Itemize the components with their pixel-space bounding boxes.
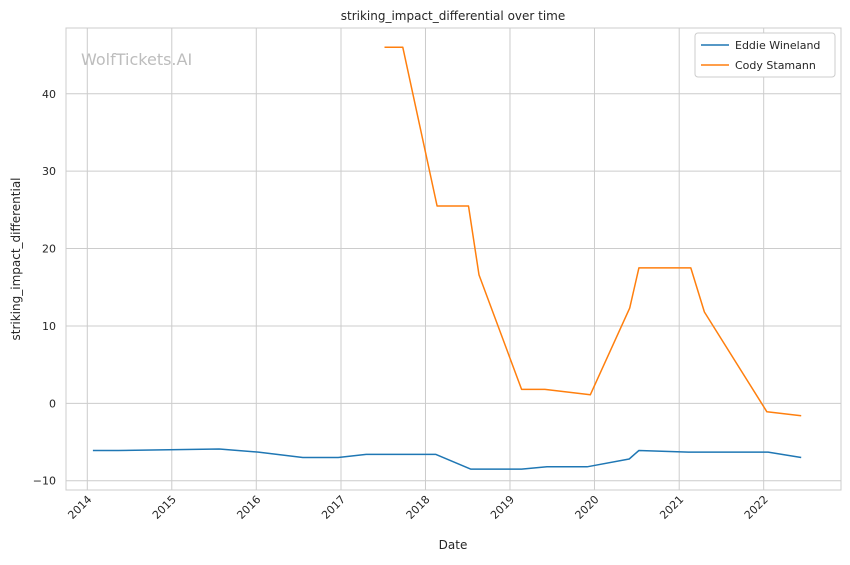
x-axis-ticks: 2014 2015 2016 2017 2018 2019 2020 2021 2022 xyxy=(65,493,770,522)
series-lines xyxy=(92,46,802,470)
x-tick-label: 2014 xyxy=(65,493,94,522)
legend-label-1: Cody Stamann xyxy=(735,59,816,72)
plot-area xyxy=(65,27,842,491)
x-tick-label: 2022 xyxy=(742,493,771,522)
x-tick-label: 2020 xyxy=(573,493,602,522)
legend-label-0: Eddie Wineland xyxy=(735,39,820,52)
x-tick-label: 2021 xyxy=(657,493,686,522)
legend-box xyxy=(694,32,836,78)
y-tick-label: 30 xyxy=(42,165,56,178)
x-axis-label: Date xyxy=(439,538,468,552)
x-tick-label: 2017 xyxy=(319,493,348,522)
series-line-0 xyxy=(92,448,802,470)
y-tick-label: 10 xyxy=(42,320,56,333)
y-tick-label: 0 xyxy=(49,397,56,410)
grid xyxy=(66,28,841,490)
y-tick-label: 40 xyxy=(42,88,56,101)
chart-title: striking_impact_differential over time xyxy=(341,9,566,23)
y-axis-label: striking_impact_differential xyxy=(9,177,23,340)
y-axis-ticks: −10 0 10 20 30 40 xyxy=(33,88,56,488)
x-tick-label: 2016 xyxy=(234,493,263,522)
x-tick-label: 2019 xyxy=(488,493,517,522)
y-tick-label: −10 xyxy=(33,475,56,488)
watermark: WolfTickets.AI xyxy=(81,50,192,69)
legend: Eddie Wineland Cody Stamann xyxy=(694,32,836,78)
x-tick-label: 2018 xyxy=(404,493,433,522)
series-line-1 xyxy=(384,46,802,417)
y-tick-label: 20 xyxy=(42,243,56,256)
x-tick-label: 2015 xyxy=(150,493,179,522)
